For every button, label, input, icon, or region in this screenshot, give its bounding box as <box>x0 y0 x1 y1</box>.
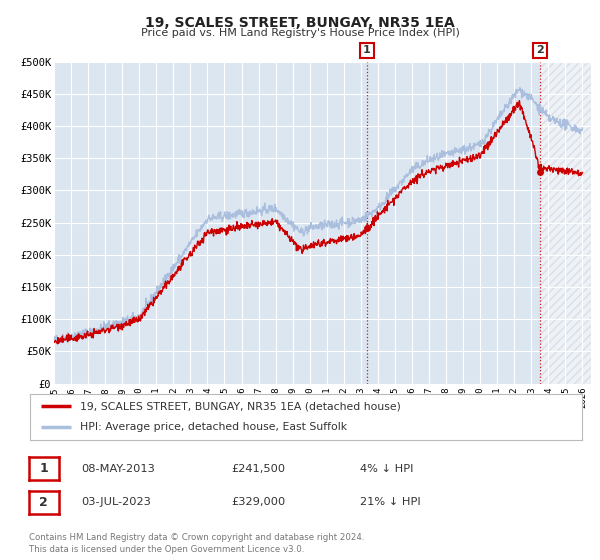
Text: 19, SCALES STREET, BUNGAY, NR35 1EA: 19, SCALES STREET, BUNGAY, NR35 1EA <box>145 16 455 30</box>
Text: 4% ↓ HPI: 4% ↓ HPI <box>360 464 413 474</box>
Text: £329,000: £329,000 <box>231 497 285 507</box>
Bar <box>540 62 591 384</box>
Text: HPI: Average price, detached house, East Suffolk: HPI: Average price, detached house, East… <box>80 422 347 432</box>
Text: Contains HM Land Registry data © Crown copyright and database right 2024.: Contains HM Land Registry data © Crown c… <box>29 533 364 542</box>
Text: 19, SCALES STREET, BUNGAY, NR35 1EA (detached house): 19, SCALES STREET, BUNGAY, NR35 1EA (det… <box>80 401 401 411</box>
Text: 2: 2 <box>40 496 48 509</box>
Text: 1: 1 <box>363 45 371 55</box>
Text: £241,500: £241,500 <box>231 464 285 474</box>
Text: 03-JUL-2023: 03-JUL-2023 <box>81 497 151 507</box>
Text: 21% ↓ HPI: 21% ↓ HPI <box>360 497 421 507</box>
Text: This data is licensed under the Open Government Licence v3.0.: This data is licensed under the Open Gov… <box>29 545 304 554</box>
Text: 2: 2 <box>536 45 544 55</box>
Text: Price paid vs. HM Land Registry's House Price Index (HPI): Price paid vs. HM Land Registry's House … <box>140 28 460 38</box>
Text: 08-MAY-2013: 08-MAY-2013 <box>81 464 155 474</box>
Text: 1: 1 <box>40 462 48 475</box>
